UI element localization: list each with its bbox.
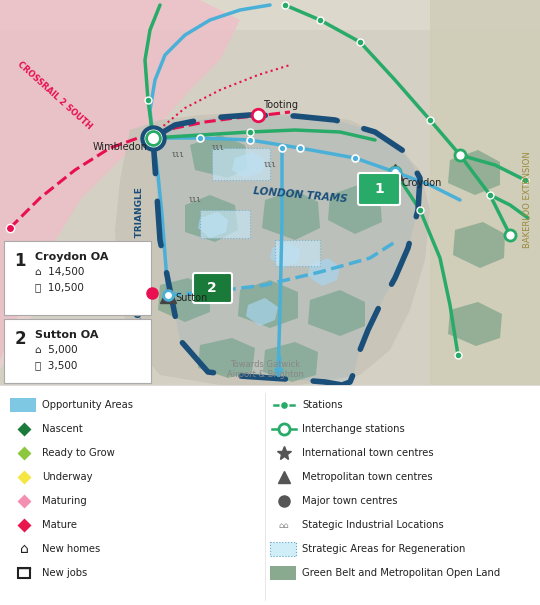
Text: lll: lll — [188, 197, 201, 203]
Polygon shape — [0, 250, 50, 370]
Text: lll: lll — [264, 162, 276, 168]
Polygon shape — [115, 112, 430, 385]
Polygon shape — [153, 115, 420, 385]
Text: CROSSRAIL 2 SOUTH: CROSSRAIL 2 SOUTH — [16, 59, 94, 131]
Text: Underway: Underway — [42, 472, 92, 482]
Text: ⛲  3,500: ⛲ 3,500 — [35, 360, 77, 370]
Polygon shape — [448, 150, 500, 195]
Text: Stategic Industrial Locations: Stategic Industrial Locations — [302, 520, 444, 530]
Text: BAKERLOO EXTENSION: BAKERLOO EXTENSION — [523, 152, 532, 249]
Bar — [18, 568, 30, 578]
Text: ⛲  10,500: ⛲ 10,500 — [35, 282, 84, 292]
Polygon shape — [185, 195, 238, 242]
Text: Towards Gatwick
Airport & Brighton: Towards Gatwick Airport & Brighton — [227, 360, 303, 379]
Text: Green Belt and Metropolitan Open Land: Green Belt and Metropolitan Open Land — [302, 568, 500, 578]
Text: 2: 2 — [207, 281, 217, 295]
Text: Stations: Stations — [302, 400, 342, 410]
Bar — [270, 566, 296, 580]
Text: ⌂  14,500: ⌂ 14,500 — [35, 267, 84, 277]
Bar — [0, 0, 540, 30]
Text: lll: lll — [212, 145, 225, 151]
Polygon shape — [262, 190, 320, 240]
Polygon shape — [0, 0, 240, 360]
Text: Croydon OA: Croydon OA — [35, 252, 109, 262]
Bar — [10, 398, 36, 412]
Text: Wimbledon: Wimbledon — [93, 142, 148, 152]
Bar — [200, 210, 250, 238]
Polygon shape — [308, 290, 365, 336]
Bar — [212, 148, 270, 180]
Bar — [0, 385, 540, 605]
Bar — [270, 542, 296, 556]
Polygon shape — [190, 135, 248, 178]
Text: New jobs: New jobs — [42, 568, 87, 578]
Text: Ready to Grow: Ready to Grow — [42, 448, 114, 458]
Text: Maturing: Maturing — [42, 496, 87, 506]
Polygon shape — [453, 222, 505, 268]
Text: Croydon: Croydon — [402, 178, 442, 188]
Text: Opportunity Areas: Opportunity Areas — [42, 400, 133, 410]
Bar — [0, 0, 540, 385]
FancyBboxPatch shape — [358, 173, 400, 205]
Polygon shape — [448, 302, 502, 346]
Polygon shape — [328, 185, 382, 234]
Text: Interchange stations: Interchange stations — [302, 424, 405, 434]
Polygon shape — [430, 0, 540, 385]
FancyBboxPatch shape — [4, 319, 151, 383]
Text: Metropolitan town centres: Metropolitan town centres — [302, 472, 433, 482]
Text: Major town centres: Major town centres — [302, 496, 397, 506]
Polygon shape — [270, 242, 300, 268]
Text: ⌂  5,000: ⌂ 5,000 — [35, 345, 78, 355]
Polygon shape — [238, 280, 298, 328]
Bar — [275, 240, 320, 266]
FancyBboxPatch shape — [4, 241, 151, 315]
Text: LONDON TRAMS: LONDON TRAMS — [253, 186, 348, 204]
Text: 2: 2 — [14, 330, 26, 348]
Text: New homes: New homes — [42, 544, 100, 554]
Text: Nascent: Nascent — [42, 424, 83, 434]
Text: LONDON TRAMS TRIANGLE: LONDON TRAMS TRIANGLE — [136, 187, 145, 323]
Text: Tooting: Tooting — [263, 100, 298, 110]
Polygon shape — [308, 258, 340, 286]
Text: International town centres: International town centres — [302, 448, 434, 458]
Text: Sutton: Sutton — [175, 293, 207, 303]
Polygon shape — [198, 338, 255, 378]
Text: ⌂⌂: ⌂⌂ — [279, 520, 289, 529]
Polygon shape — [246, 298, 278, 326]
Text: 1: 1 — [374, 182, 384, 196]
Text: ⌂: ⌂ — [19, 542, 29, 556]
Text: Strategic Areas for Regeneration: Strategic Areas for Regeneration — [302, 544, 465, 554]
Polygon shape — [198, 212, 228, 238]
Text: Mature: Mature — [42, 520, 77, 530]
Text: Sutton OA: Sutton OA — [35, 330, 98, 340]
Text: lll: lll — [172, 152, 184, 158]
FancyBboxPatch shape — [193, 273, 232, 303]
Polygon shape — [158, 278, 210, 322]
Polygon shape — [232, 152, 265, 178]
Text: 1: 1 — [14, 252, 26, 270]
Polygon shape — [263, 342, 318, 382]
